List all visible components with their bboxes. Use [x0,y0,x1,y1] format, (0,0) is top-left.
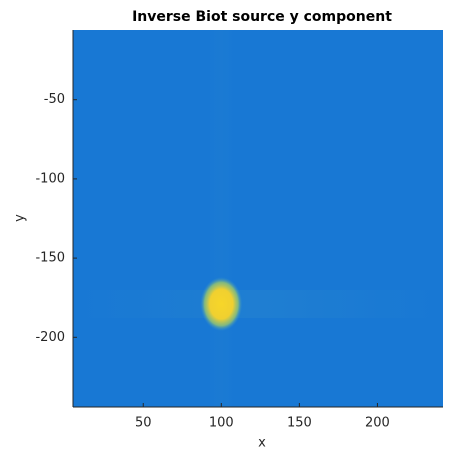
x-tick-label: 50 [135,416,152,431]
x-axis-label: x [258,436,266,451]
x-tick-label: 100 [209,416,234,431]
y-tick-label: -50 [44,92,65,107]
artifact-streak [73,290,443,319]
image-background [73,30,443,407]
chart-title: Inverse Biot source y component [132,9,392,25]
y-tick-label: -150 [35,251,65,266]
y-tick-label: -100 [35,171,65,186]
hotspot [200,277,243,332]
y-axis-label: y [13,214,28,222]
x-tick-label: 150 [287,416,312,431]
x-tick-label: 200 [365,416,390,431]
y-tick-label: -200 [35,330,65,345]
artifact-streak [207,30,236,407]
